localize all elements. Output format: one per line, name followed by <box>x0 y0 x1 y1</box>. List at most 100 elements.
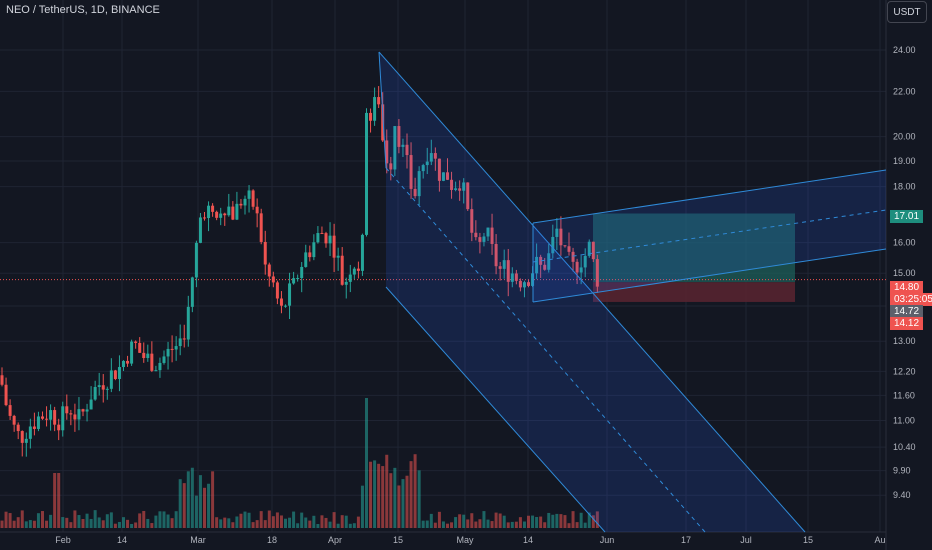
volume-bar <box>117 521 121 528</box>
volume-bar <box>20 510 24 528</box>
candle-body <box>41 416 44 419</box>
time-tick-label: Apr <box>328 535 342 545</box>
volume-bar <box>150 523 154 528</box>
volume-bar <box>454 517 458 528</box>
candle-body <box>113 370 117 379</box>
volume-bar <box>292 511 296 528</box>
volume-bar <box>478 519 482 528</box>
candle-body <box>49 410 53 420</box>
candle-body <box>486 227 490 237</box>
candle-body <box>417 171 421 197</box>
volume-bar <box>57 473 61 528</box>
candle-body <box>518 280 522 288</box>
stop-price-badge: 14.12 <box>890 317 924 330</box>
candle-body <box>409 155 413 189</box>
volume-bar <box>53 473 57 528</box>
target-price-badge: 17.01 <box>890 210 924 223</box>
candle-body <box>117 367 121 379</box>
volume-bar <box>130 523 134 528</box>
candle-body <box>506 260 510 282</box>
candle-body <box>595 259 599 287</box>
volume-bar <box>288 517 292 528</box>
time-tick-label: 14 <box>117 535 127 545</box>
price-axis: 24.0022.0020.0019.0018.0016.0015.0014.00… <box>893 45 916 500</box>
candle-body <box>563 245 567 247</box>
candle-body <box>381 104 385 141</box>
candle-body <box>69 413 73 415</box>
volume-bar <box>166 514 170 528</box>
price-tick-label: 9.90 <box>893 466 911 476</box>
candle-body <box>122 360 125 368</box>
volume-bar <box>324 517 328 528</box>
volume-bar <box>344 515 348 528</box>
volume-bar <box>316 523 320 528</box>
price-tick-label: 20.00 <box>893 132 916 142</box>
candle-body <box>150 353 154 371</box>
volume-bar <box>194 495 198 528</box>
volume-bar <box>506 522 510 528</box>
time-tick-label: Jul <box>740 535 752 545</box>
volume-bar <box>154 515 158 528</box>
candle-body <box>97 385 101 388</box>
currency-button[interactable]: USDT <box>887 1 927 23</box>
time-tick-label: 14 <box>523 535 533 545</box>
candle-body <box>450 179 454 190</box>
candle-body <box>93 387 97 400</box>
candle-body <box>348 274 352 282</box>
volume-bar <box>336 523 340 528</box>
time-tick-label: Feb <box>55 535 71 545</box>
volume-bar <box>365 398 368 528</box>
volume-bar <box>279 515 283 528</box>
candle-body <box>340 255 344 285</box>
candle-body <box>194 242 198 278</box>
candle-body <box>178 338 182 347</box>
volume-bar <box>4 511 8 528</box>
candle-body <box>271 276 275 283</box>
up-channel-upper <box>532 169 887 224</box>
volume-bar <box>211 471 215 528</box>
volume-bar <box>239 513 243 528</box>
price-tick-label: 24.00 <box>893 45 916 55</box>
volume-bar <box>146 518 150 528</box>
candle-body <box>433 153 437 159</box>
volume-bar <box>510 521 514 528</box>
candle-body <box>373 97 377 121</box>
candle-body <box>219 213 223 218</box>
volume-bar <box>559 514 563 528</box>
candle-body <box>211 205 215 212</box>
volume-bar <box>243 511 247 528</box>
volume-bar <box>417 470 421 528</box>
candle-body <box>16 424 20 432</box>
candle-body <box>522 282 526 288</box>
volume-bar <box>32 520 36 528</box>
candle-body <box>255 206 259 214</box>
volume-bar <box>24 521 28 528</box>
volume-bar <box>450 522 454 528</box>
candle-body <box>539 256 543 265</box>
volume-bar <box>522 521 526 528</box>
candle-body <box>32 426 36 429</box>
candle-body <box>77 409 81 420</box>
volume-bar <box>93 510 97 528</box>
candle-body <box>385 140 389 164</box>
volume-bar <box>73 510 77 528</box>
volume-bar <box>215 517 219 528</box>
candle-body <box>292 278 296 284</box>
candle-body <box>81 409 85 412</box>
candle-body <box>470 209 474 233</box>
volume-bar <box>207 483 211 528</box>
volume-bar <box>446 523 449 528</box>
volume-bar <box>284 518 287 528</box>
volume-bar <box>296 523 300 528</box>
volume-bar <box>158 511 162 528</box>
volume-bar <box>437 511 441 528</box>
time-tick-label: Au <box>874 535 885 545</box>
volume-bar <box>587 512 591 528</box>
candle-body <box>142 352 146 359</box>
volume-bar <box>328 521 332 528</box>
candle-body <box>316 233 320 243</box>
candle-body <box>365 112 368 235</box>
volume-bar <box>490 521 494 528</box>
candle-body <box>45 418 49 420</box>
